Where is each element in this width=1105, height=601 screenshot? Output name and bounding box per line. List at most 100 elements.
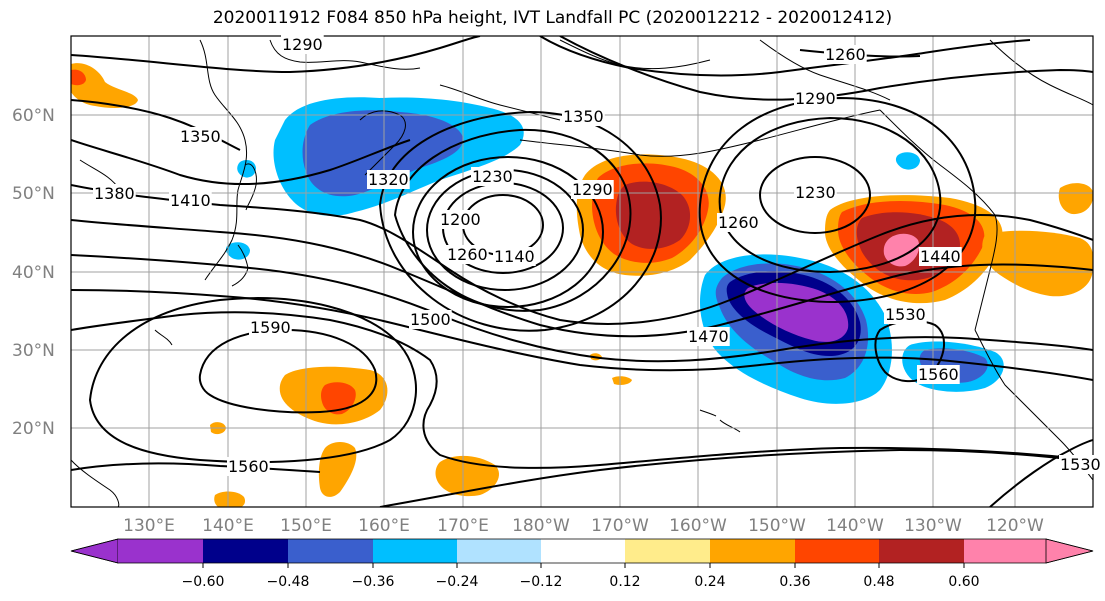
lon-label: 150°E — [280, 516, 332, 536]
contour-label-background — [249, 318, 292, 337]
lon-label: 170°E — [437, 516, 489, 536]
contour-label: 1260 — [718, 213, 759, 232]
height-contours — [71, 36, 1093, 507]
colorbar-tick-label: −0.48 — [267, 574, 310, 590]
ivt-negative-region-okhotsk-core — [302, 110, 463, 197]
colorbar-tick-label: −0.36 — [352, 574, 395, 590]
contour-label-background — [562, 107, 605, 126]
contour-label: 1350 — [563, 107, 604, 126]
ivt-negative-region-alaska — [895, 152, 920, 170]
colorbar-segment — [288, 539, 373, 563]
colorbar-tick-label: −0.24 — [436, 574, 479, 590]
contour-label-background — [571, 180, 614, 199]
contour-label: 1230 — [795, 183, 836, 202]
contour-label: 1530 — [885, 305, 926, 324]
ivt-positive-region-inland-us-north — [1058, 183, 1093, 215]
colorbar-segment — [203, 539, 288, 563]
contour-label-background — [794, 89, 837, 108]
lon-label: 130°E — [123, 516, 175, 536]
contour-label: 1230 — [472, 167, 513, 186]
ivt-positive-region-north-pacific-core — [615, 181, 691, 249]
contour-label-background — [93, 184, 136, 203]
longitude-labels: 130°E 140°E 150°E 160°E 170°E 180°W 170°… — [123, 516, 1044, 536]
contour-label: 1560 — [918, 365, 959, 384]
lon-label: 160°W — [669, 516, 727, 536]
ivt-positive-region-small-4 — [612, 376, 632, 385]
lat-label: 30°N — [12, 341, 55, 361]
graticule — [71, 36, 1093, 507]
contour-label-background — [227, 457, 270, 476]
colorbar-segment — [457, 539, 541, 563]
contour-label-background — [493, 247, 536, 266]
contour-label: 1290 — [795, 89, 836, 108]
contour-label-background — [281, 35, 324, 54]
contour-label-background — [917, 365, 960, 384]
colorbar-tick-label: 0.60 — [948, 574, 979, 590]
latitude-labels: 60°N 50°N 40°N 30°N 20°N — [12, 106, 55, 439]
colorbar-segment — [795, 539, 879, 563]
lon-label: 140°E — [202, 516, 254, 536]
lon-label: 150°W — [748, 516, 806, 536]
plot-title: 2020011912 F084 850 hPa height, IVT Land… — [212, 8, 893, 28]
colorbar-tick-label: 0.12 — [609, 574, 640, 590]
contour-label-background — [687, 327, 730, 346]
colorbar-segment — [710, 539, 795, 563]
contour-label: 1470 — [688, 327, 729, 346]
contour-label-background — [794, 183, 837, 202]
lat-label: 20°N — [12, 419, 55, 439]
contour-label: 1290 — [282, 35, 323, 54]
contour-label: 1560 — [228, 457, 269, 476]
contour-label-background — [471, 167, 514, 186]
ivt-positive-region-west-coast-core — [883, 233, 920, 267]
ivt-positive-region-siberia — [71, 63, 138, 108]
ivt-positive-region-subtropical-west-core — [321, 382, 356, 415]
contour-label: 1590 — [250, 318, 291, 337]
lon-label: 130°W — [904, 516, 962, 536]
lon-label: 170°W — [591, 516, 649, 536]
ivt-negative-region-central-pacific-core — [744, 282, 849, 342]
colorbar: −0.60 −0.48 −0.36 −0.24 −0.12 0.12 0.24 … — [70, 538, 1094, 590]
colorbar-extend-right — [1045, 538, 1094, 564]
contour-label-background — [919, 247, 962, 266]
ivt-positive-region-siberia-core — [71, 69, 86, 86]
contour-label: 1530 — [1060, 455, 1101, 474]
contour-label-background — [169, 191, 212, 210]
contour-label-background — [439, 210, 482, 229]
colorbar-extend-left — [70, 538, 119, 564]
contour-label: 1500 — [410, 310, 451, 329]
contour-label-background — [1059, 455, 1102, 474]
lon-label: 180°W — [512, 516, 570, 536]
lon-label: 160°E — [358, 516, 410, 536]
contour-label-background — [367, 170, 410, 189]
colorbar-segment — [625, 539, 710, 563]
ivt-positive-region-inland-us — [982, 230, 1093, 297]
contour-label-background — [884, 305, 927, 324]
contour-label-background — [409, 310, 452, 329]
colorbar-segment — [964, 539, 1046, 563]
colorbar-tick-label: 0.24 — [694, 574, 725, 590]
contour-label: 1440 — [920, 247, 961, 266]
lon-label: 120°W — [986, 516, 1044, 536]
colorbar-ticks — [202, 563, 965, 568]
contour-label-group: 1290 1260 1350 1290 1320 1350 1380 1410 … — [93, 35, 1102, 476]
lat-label: 50°N — [12, 184, 55, 204]
contour-label: 1380 — [94, 184, 135, 203]
colorbar-tick-label: 0.36 — [779, 574, 810, 590]
colorbar-tick-labels: −0.60 −0.48 −0.36 −0.24 −0.12 0.12 0.24 … — [182, 574, 980, 590]
map-border — [70, 35, 1094, 508]
colorbar-tick-label: 0.48 — [863, 574, 894, 590]
colorbar-segment — [373, 539, 457, 563]
contour-label: 1140 — [494, 247, 535, 266]
lon-label: 140°W — [826, 516, 884, 536]
contour-label: 1410 — [170, 191, 211, 210]
colorbar-segment — [118, 539, 203, 563]
contour-label: 1260 — [447, 245, 488, 264]
contour-label: 1200 — [440, 210, 481, 229]
ivt-positive-region-small-3 — [214, 491, 245, 507]
colorbar-tick-label: −0.60 — [182, 574, 225, 590]
contour-label: 1320 — [368, 170, 409, 189]
contour-label: 1290 — [572, 180, 613, 199]
contour-label: 1350 — [180, 127, 221, 146]
colorbar-segment — [879, 539, 964, 563]
